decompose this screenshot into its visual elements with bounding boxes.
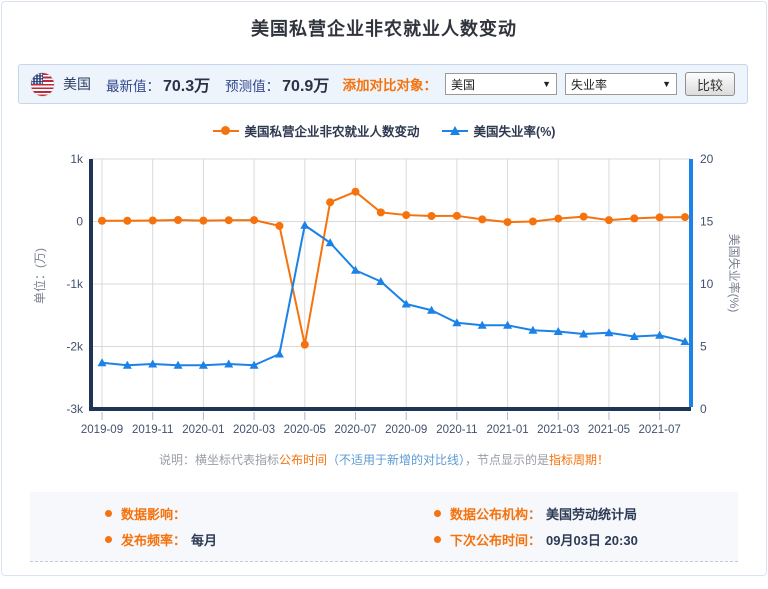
legend-label-1: 美国失业率(%) [473, 125, 556, 139]
chart-gridlines [91, 158, 691, 409]
bullet-icon [434, 536, 441, 544]
info-item-next-release: 下次公布时间： 09月03日 20:30 [384, 527, 738, 554]
svg-text:-1k: -1k [66, 277, 84, 291]
left-axis-title: 单位：(万) [33, 248, 47, 304]
footnote-highlight: 公布时间 [278, 453, 327, 467]
chart-legend: 美国私营企业非农就业人数变动 美国失业率(%) [2, 121, 766, 140]
forecast-label: 预测值： [225, 79, 280, 94]
svg-text:20: 20 [700, 152, 714, 166]
bullet-icon [105, 536, 112, 544]
svg-text:2021-03: 2021-03 [537, 424, 579, 436]
svg-text:2020-11: 2020-11 [436, 424, 477, 436]
us-flag-icon [31, 72, 54, 96]
svg-text:2020-01: 2020-01 [182, 424, 224, 436]
footnote-text: ，节点显示的是 [465, 453, 550, 467]
indicator-header-bar: 美国 最新值： 70.3万 预测值： 70.9万 添加对比对象： 美国 ▼ 失业… [18, 64, 748, 104]
info-item-agency: 数据公布机构： 美国劳动统计局 [384, 500, 738, 527]
svg-text:2021-05: 2021-05 [588, 424, 630, 436]
svg-text:2021-01: 2021-01 [486, 424, 528, 436]
svg-text:15: 15 [700, 215, 714, 229]
chart-area: 1k 0 -1k -2k -3k 20 15 10 5 0 2019-09 2019-11 2020-0… [2, 149, 768, 441]
latest-value: 70.3万 [163, 78, 211, 95]
legend-label-0: 美国私营企业非农就业人数变动 [244, 125, 420, 139]
dropdown-arrow-icon: ▼ [662, 79, 671, 89]
indicator-info-box: 数据影响： 数据公布机构： 美国劳动统计局 发布频率： 每月 下次公布时间： 0… [30, 492, 738, 562]
svg-text:10: 10 [700, 277, 714, 291]
svg-text:0: 0 [76, 215, 83, 229]
line-triangle-marker-icon [441, 126, 468, 135]
chart-axis-labels: 1k 0 -1k -2k -3k 20 15 10 5 0 2019-09 2019-11 2020-0… [66, 152, 713, 436]
line-dot-marker-icon [212, 126, 239, 135]
indicator-select-value: 失业率 [570, 77, 607, 92]
svg-text:2020-09: 2020-09 [385, 424, 427, 436]
bullet-icon [434, 509, 441, 517]
country-name: 美国 [63, 76, 91, 92]
country-select[interactable]: 美国 ▼ [444, 73, 557, 95]
footnote-highlight: 指标周期！ [549, 453, 610, 467]
svg-text:2020-07: 2020-07 [334, 424, 376, 436]
dropdown-arrow-icon: ▼ [542, 79, 551, 89]
chart-footnote: 说明：横坐标代表指标公布时间（不适用于新增的对比线），节点显示的是指标周期！ [2, 451, 766, 468]
series-line-0 [102, 190, 686, 346]
latest-label: 最新值： [106, 79, 160, 94]
series-markers-1 [97, 220, 690, 369]
svg-text:-3k: -3k [66, 402, 84, 416]
footnote-parenthetical: （不适用于新增的对比线） [326, 453, 465, 467]
legend-item-1[interactable]: 美国失业率(%) [441, 121, 556, 140]
footnote-text: 说明：横坐标代表指标 [158, 453, 279, 467]
data-detail-card: 美国私营企业非农就业人数变动 美国 最新值： 70.3万 预测值： 70.9万 … [1, 1, 767, 576]
svg-text:2019-09: 2019-09 [81, 424, 123, 436]
country-select-value: 美国 [450, 77, 475, 92]
svg-text:2020-05: 2020-05 [284, 424, 326, 436]
info-item-frequency: 发布频率： 每月 [30, 527, 384, 554]
legend-item-0[interactable]: 美国私营企业非农就业人数变动 [212, 121, 420, 140]
forecast-value-group: 预测值： 70.9万 [225, 72, 329, 96]
bullet-icon [105, 509, 112, 517]
compare-button[interactable]: 比较 [684, 72, 735, 96]
svg-text:2019-11: 2019-11 [132, 424, 173, 436]
latest-value-group: 最新值： 70.3万 [106, 72, 210, 96]
info-item-impact: 数据影响： [30, 500, 384, 527]
series-line-1 [101, 224, 686, 367]
forecast-value: 70.9万 [282, 78, 330, 95]
indicator-select[interactable]: 失业率 ▼ [564, 73, 677, 95]
compare-label: 添加对比对象： [342, 78, 437, 93]
svg-text:1k: 1k [70, 152, 84, 166]
right-axis-title: 美国失业率(%) [727, 233, 741, 313]
svg-text:-2k: -2k [66, 340, 84, 354]
svg-text:2021-07: 2021-07 [639, 424, 681, 436]
page-title: 美国私营企业非农就业人数变动 [251, 19, 517, 39]
svg-text:2020-03: 2020-03 [233, 424, 275, 436]
compare-controls: 添加对比对象： 美国 ▼ 失业率 ▼ 比较 [342, 72, 735, 96]
series-markers-0 [98, 187, 689, 349]
svg-text:0: 0 [700, 402, 707, 416]
chart-svg[interactable]: 1k 0 -1k -2k -3k 20 15 10 5 0 2019-09 2019-11 2020-0… [2, 149, 768, 441]
svg-text:5: 5 [700, 340, 707, 354]
chart-axes [89, 159, 693, 420]
